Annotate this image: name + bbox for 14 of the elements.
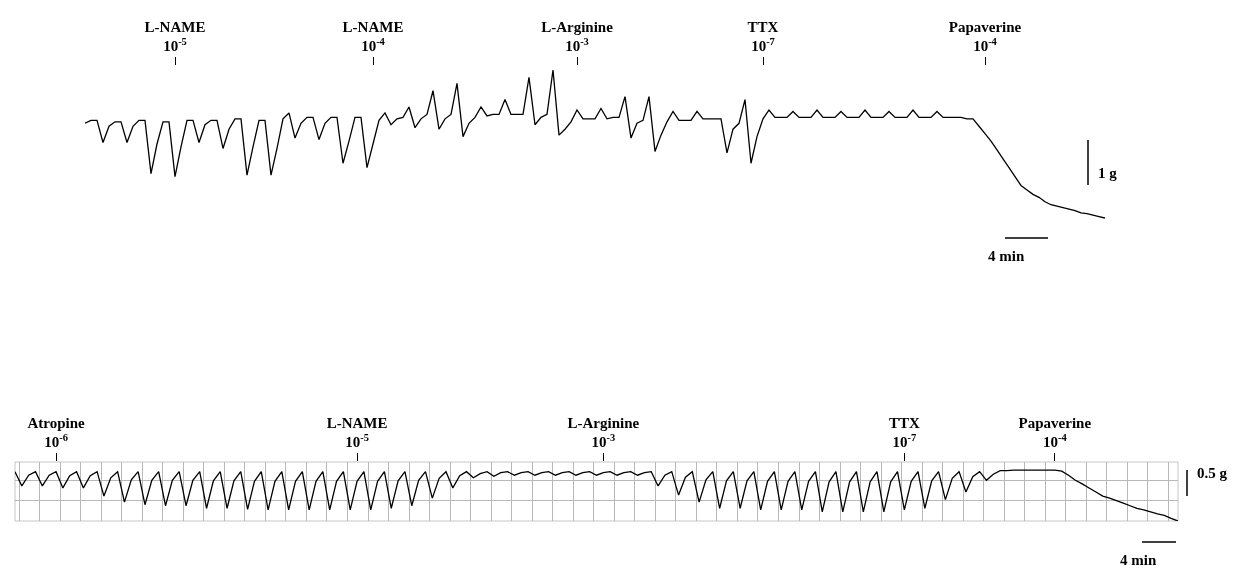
x-tick-label: Papaverine 10$^{-4}$: [1018, 414, 1092, 450]
x-tick-label: Papaverine 10$^{-4}$: [948, 18, 1022, 54]
text: 4 min: [1120, 552, 1157, 568]
text: 4 min: [988, 248, 1025, 264]
text: 0.5 g: [1197, 465, 1228, 481]
x-tick-label: TTX 10$^{-7}$: [888, 414, 920, 450]
x-tick-label: L-Arginine 10$^{-3}$: [567, 414, 640, 450]
x-tick-label: L-Arginine 10$^{-3}$: [541, 18, 614, 54]
annotation: 1 g: [1098, 165, 1118, 181]
x-tick-label: L-NAME 10$^{-5}$: [326, 414, 388, 450]
x-tick-label: L-NAME 10$^{-5}$: [144, 18, 206, 54]
x-tick-label: Atropine 10$^{-6}$: [27, 414, 85, 450]
x-tick-label: TTX 10$^{-7}$: [747, 18, 779, 54]
x-tick-label: L-NAME 10$^{-4}$: [342, 18, 404, 54]
